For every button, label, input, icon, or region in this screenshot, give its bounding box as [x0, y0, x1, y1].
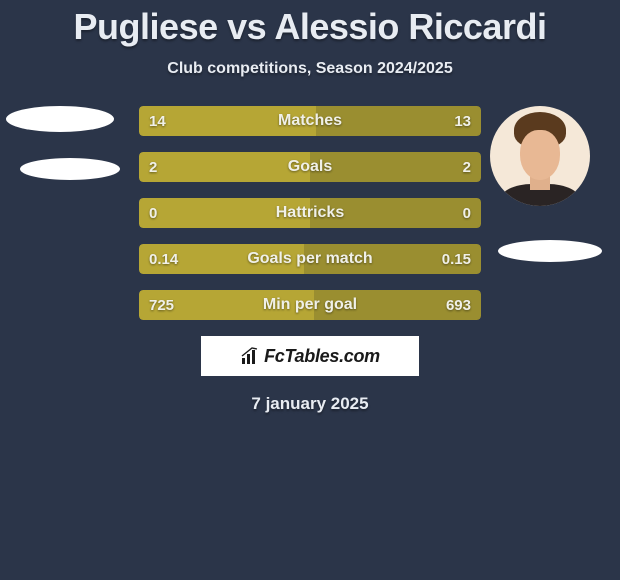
- bar-left-segment: [139, 198, 310, 228]
- bar-right-segment: [314, 290, 481, 320]
- bar-left-segment: [139, 290, 314, 320]
- page-title: Pugliese vs Alessio Riccardi: [0, 0, 620, 48]
- decor-ellipse: [20, 158, 120, 180]
- bar-row: 00Hattricks: [139, 198, 481, 228]
- brand-box: FcTables.com: [201, 336, 419, 376]
- bar-left-segment: [139, 152, 310, 182]
- bar-right-segment: [316, 106, 481, 136]
- avatar-right: [490, 106, 590, 206]
- bar-row: 0.140.15Goals per match: [139, 244, 481, 274]
- bar-rows-container: 1413Matches 22Goals 00Hattricks 0.140.15Goa…: [139, 106, 481, 320]
- bar-right-segment: [310, 152, 481, 182]
- brand-text: FcTables.com: [264, 346, 380, 367]
- decor-ellipse: [6, 106, 114, 132]
- bar-row: 1413Matches: [139, 106, 481, 136]
- decor-ellipse: [498, 240, 602, 262]
- bar-row: 725693Min per goal: [139, 290, 481, 320]
- bar-row: 22Goals: [139, 152, 481, 182]
- date-text: 7 january 2025: [0, 394, 620, 414]
- comparison-chart: 1413Matches 22Goals 00Hattricks 0.140.15Goa…: [0, 106, 620, 414]
- subtitle: Club competitions, Season 2024/2025: [0, 60, 620, 78]
- bar-chart-icon: [240, 346, 260, 366]
- bar-right-segment: [310, 198, 481, 228]
- bar-left-segment: [139, 106, 316, 136]
- bar-left-segment: [139, 244, 304, 274]
- bar-right-segment: [304, 244, 481, 274]
